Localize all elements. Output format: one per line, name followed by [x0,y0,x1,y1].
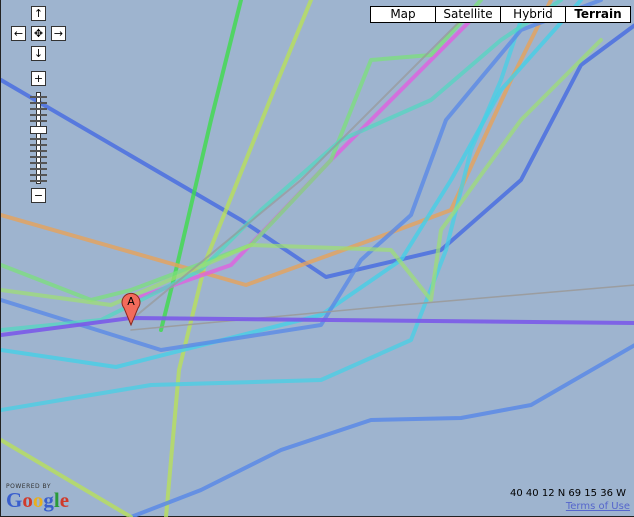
google-logo-text: Google [6,488,70,512]
map-marker[interactable]: A [121,292,141,327]
zoom-tick[interactable] [30,96,47,98]
track-green-2 [1,0,483,302]
pan-left-button[interactable]: ← [11,26,26,41]
zoom-out-button[interactable]: − [31,188,46,203]
map-type-terrain[interactable]: Terrain [565,6,631,23]
zoom-tick[interactable] [30,156,47,158]
track-teal [1,0,563,332]
zoom-tick[interactable] [30,120,47,122]
powered-by-text: POWERED BY [6,483,52,490]
pan-up-button[interactable]: ↑ [31,6,46,21]
pan-right-button[interactable]: → [51,26,66,41]
track-blue-bottom [129,343,634,517]
terms-of-use-link[interactable]: Terms of Use [565,501,630,512]
zoom-tick[interactable] [30,162,47,164]
zoom-slider-thumb[interactable] [30,125,47,134]
track-yellow-2 [1,438,133,517]
track-gray [130,284,634,331]
zoom-tick[interactable] [30,138,47,140]
track-gray-2 [130,19,462,321]
zoom-tick[interactable] [30,150,47,152]
coordinates-readout: 40 40 12 N 69 15 36 W [510,488,626,499]
zoom-in-button[interactable]: + [31,71,46,86]
zoom-tick[interactable] [30,168,47,170]
track-green [159,0,243,332]
track-blue-mid [1,0,603,352]
zoom-tick[interactable] [30,180,47,182]
pan-center-button[interactable]: ✥ [31,26,46,41]
zoom-tick[interactable] [30,102,47,104]
map-type-control: Map Satellite Hybrid Terrain [370,6,631,23]
google-logo[interactable]: POWERED BY Google [6,483,70,512]
zoom-tick[interactable] [30,174,47,176]
zoom-tick[interactable] [30,144,47,146]
pan-down-button[interactable]: ↓ [31,46,46,61]
zoom-tick[interactable] [30,108,47,110]
map-type-hybrid[interactable]: Hybrid [500,6,566,23]
map-type-map[interactable]: Map [370,6,436,23]
map-type-satellite[interactable]: Satellite [435,6,501,23]
marker-label: A [127,295,135,308]
zoom-tick[interactable] [30,114,47,116]
track-dark-blue [1,23,634,279]
